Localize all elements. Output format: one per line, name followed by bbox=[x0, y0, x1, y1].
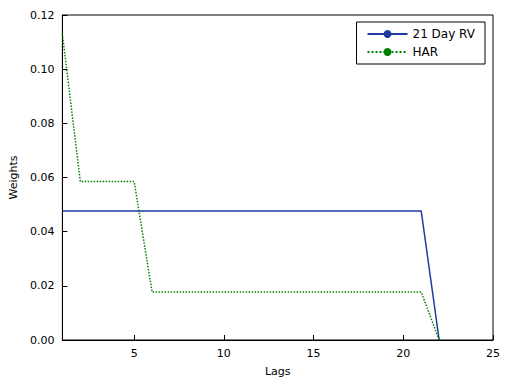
svg-text:21 Day RV: 21 Day RV bbox=[413, 27, 476, 41]
svg-text:0.10: 0.10 bbox=[30, 63, 55, 76]
svg-text:15: 15 bbox=[307, 347, 321, 360]
svg-text:5: 5 bbox=[131, 347, 138, 360]
svg-text:0.06: 0.06 bbox=[30, 171, 55, 184]
svg-text:0.02: 0.02 bbox=[30, 279, 55, 292]
svg-text:Lags: Lags bbox=[265, 365, 291, 378]
svg-text:Weights: Weights bbox=[7, 155, 20, 199]
svg-text:0.04: 0.04 bbox=[30, 225, 55, 238]
svg-text:0.00: 0.00 bbox=[30, 334, 55, 347]
svg-text:0.08: 0.08 bbox=[30, 117, 55, 130]
svg-text:HAR: HAR bbox=[413, 45, 439, 59]
svg-text:0.12: 0.12 bbox=[30, 9, 55, 22]
svg-text:10: 10 bbox=[217, 347, 231, 360]
svg-text:25: 25 bbox=[486, 347, 500, 360]
svg-text:20: 20 bbox=[396, 347, 410, 360]
